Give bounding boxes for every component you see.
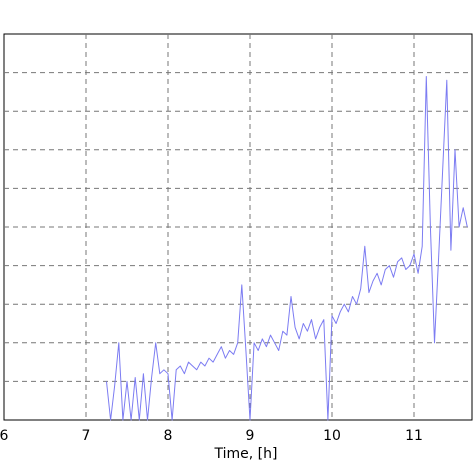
x-tick-label: 9 xyxy=(246,428,255,444)
x-tick-label: 11 xyxy=(405,428,423,444)
x-axis-title: Time, [h] xyxy=(214,446,278,462)
x-tick-label: 10 xyxy=(323,428,341,444)
x-axis-ticks: 6 7 8 9 10 11 xyxy=(0,428,423,444)
x-tick-label: 7 xyxy=(82,428,91,444)
plot-area xyxy=(3,33,473,421)
series-layer xyxy=(106,76,468,421)
x-tick-label: 6 xyxy=(0,428,9,444)
x-tick-label: 8 xyxy=(164,428,173,444)
series-line-0 xyxy=(106,76,468,421)
grid-lines xyxy=(4,34,472,420)
